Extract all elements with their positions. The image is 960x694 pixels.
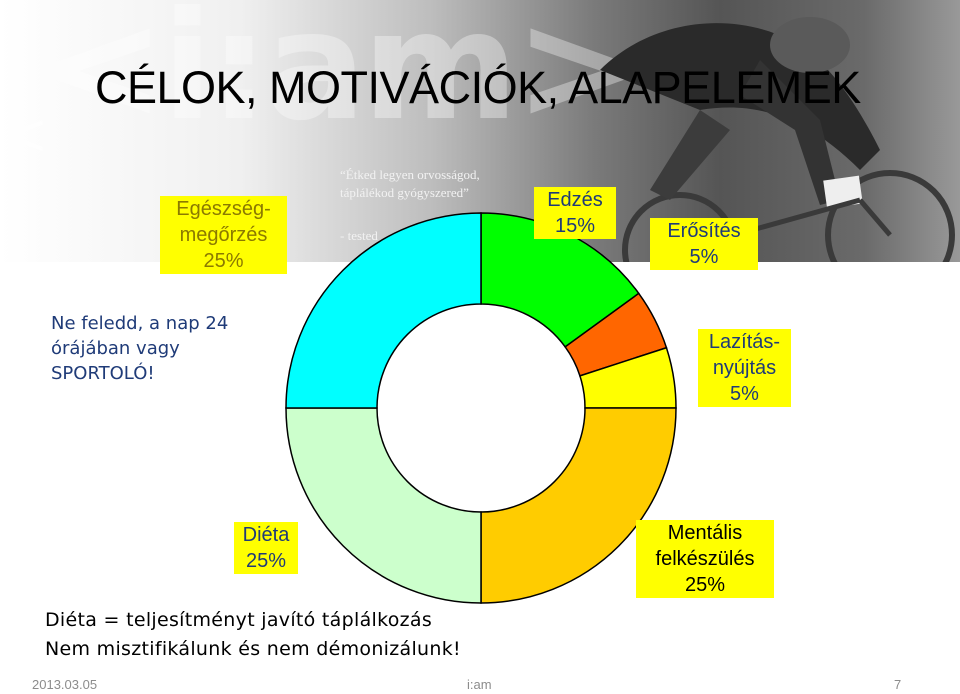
quote-line-2: táplálékod gyógyszered”	[340, 185, 469, 200]
label-mentalis-value: 25%	[684, 574, 726, 596]
quote-line-1: “Étked legyen orvosságod,	[340, 167, 480, 182]
label-edzes-line1: Edzés	[547, 189, 603, 211]
donut-slice-6	[285, 212, 482, 409]
donut-slice-5	[285, 407, 482, 604]
label-egeszseg-line2: megőrzés	[179, 224, 268, 246]
label-edzes: Edzés 15%	[534, 187, 616, 239]
bottom-text-line2: Nem misztifikálunk és nem démonizálunk!	[45, 638, 461, 660]
footer-date: 2013.03.05	[32, 677, 98, 692]
footer-page-number: 7	[894, 677, 902, 692]
label-dieta: Diéta 25%	[234, 522, 298, 574]
label-lazitas-nyujtas: Lazítás- nyújtás 5%	[698, 329, 791, 407]
cyclist-image	[600, 17, 955, 262]
label-egeszseg-value: 25%	[203, 250, 244, 272]
label-mentalis-felkeszules: Mentális felkészülés 25%	[636, 520, 774, 598]
side-note-line3: SPORTOLÓ!	[51, 363, 155, 384]
label-erosites-value: 5%	[689, 246, 719, 268]
label-erosites-line1: Erősítés	[667, 220, 741, 242]
label-mentalis-line1: Mentális	[667, 522, 743, 544]
quote-text: “Étked legyen orvosságod, táplálékod gyó…	[340, 166, 480, 202]
label-lazitas-line2: nyújtás	[712, 357, 777, 379]
label-egeszseg-line1: Egészség-	[176, 198, 271, 220]
watermark-logo: <i:am>	[40, 0, 640, 154]
slide-title: CÉLOK, MOTIVÁCIÓK, ALAPELEMEK	[95, 62, 861, 113]
header-banner: <i:am> < “Étked legyen orvosságod, táplá…	[0, 0, 960, 262]
label-edzes-value: 15%	[554, 215, 596, 237]
label-erosites: Erősítés 5%	[650, 218, 758, 270]
quote-line-3: - tested	[340, 228, 378, 243]
label-lazitas-value: 5%	[730, 383, 759, 405]
donut-slice-4	[480, 407, 677, 604]
side-note-line1: Ne feledd, a nap 24	[51, 313, 229, 334]
bottom-text: Diéta = teljesítményt javító táplálkozás…	[45, 606, 461, 664]
watermark-bracket: <	[0, 100, 49, 168]
side-note: Ne feledd, a nap 24 órájában vagy SPORTO…	[51, 311, 228, 386]
bottom-text-line1: Diéta = teljesítményt javító táplálkozás	[45, 609, 433, 631]
footer-center: i:am	[467, 677, 492, 692]
label-mentalis-line2: felkészülés	[655, 548, 755, 570]
label-dieta-line1: Diéta	[242, 524, 290, 546]
label-lazitas-line1: Lazítás-	[708, 331, 781, 353]
label-dieta-value: 25%	[245, 550, 287, 572]
side-note-line2: órájában vagy	[51, 338, 180, 359]
label-egeszsegmegorzes: Egészség- megőrzés 25%	[160, 196, 287, 274]
